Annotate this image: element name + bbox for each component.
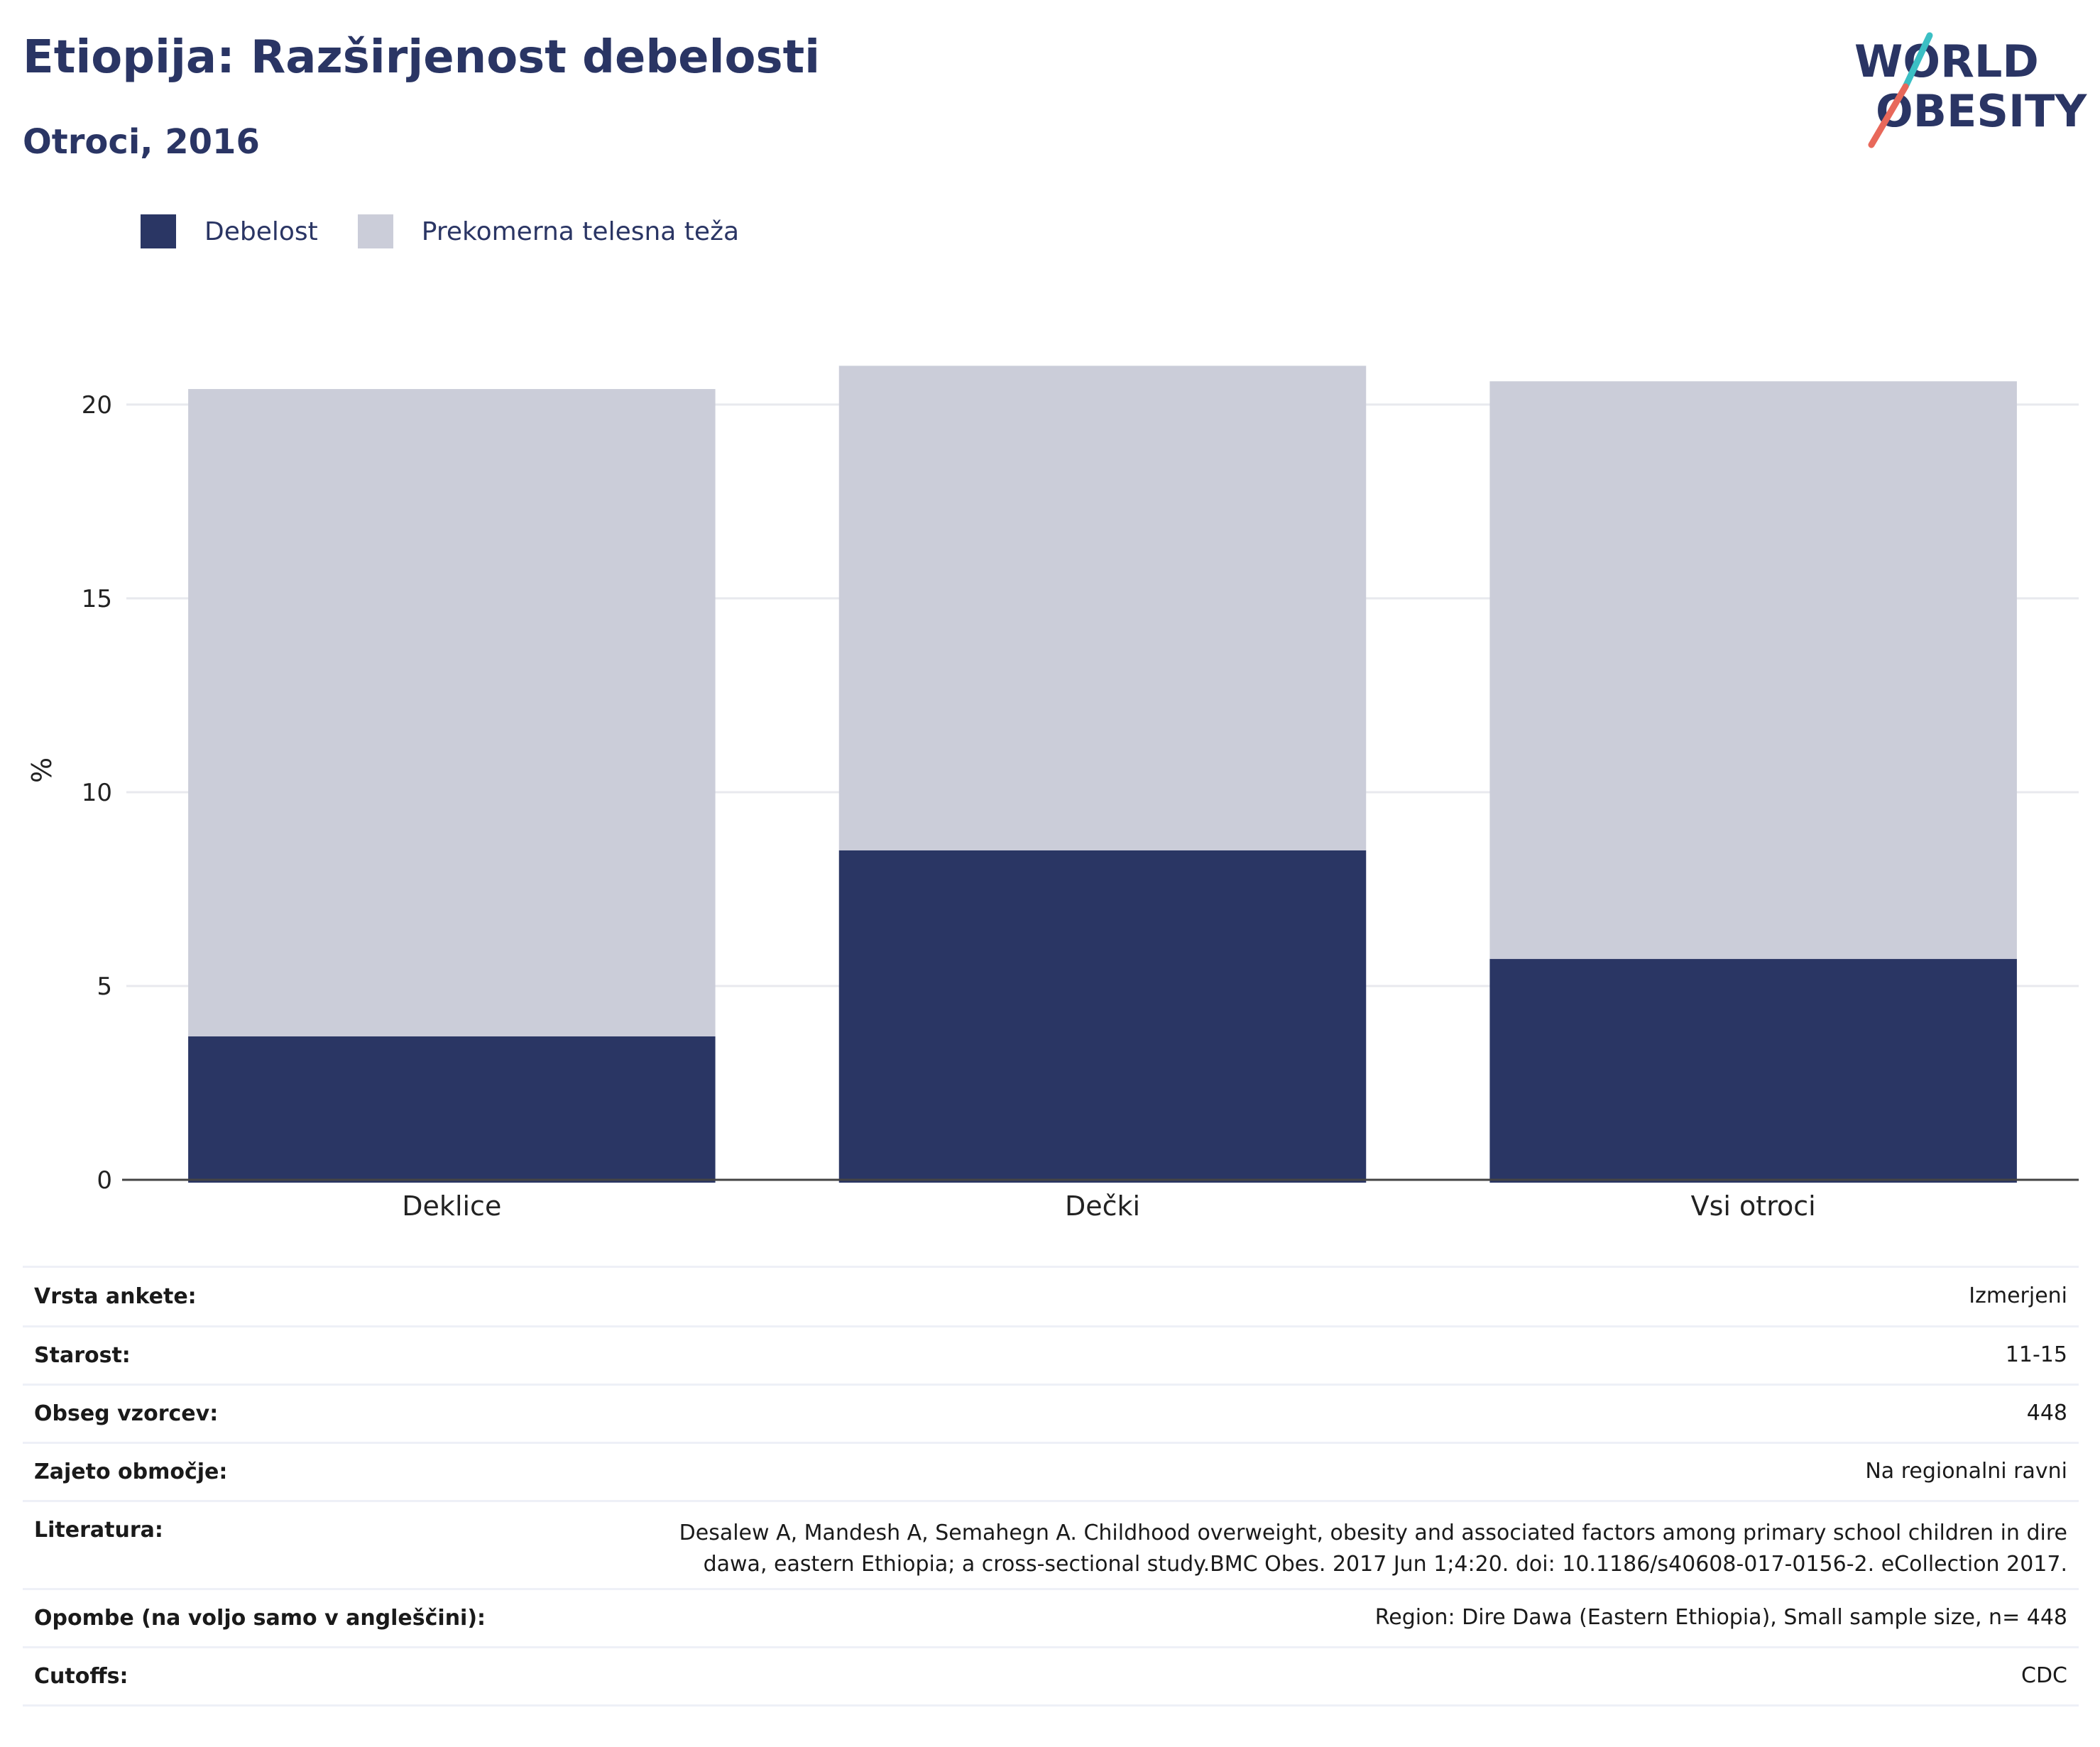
- y-tick-label: 0: [97, 1166, 112, 1195]
- row-value-notes: Region: Dire Dawa (Eastern Ethiopia), Sm…: [540, 1589, 2079, 1648]
- table-row: Cutoffs: CDC: [23, 1647, 2079, 1707]
- legend-swatch-obesity: [141, 214, 176, 248]
- table-row: Zajeto območje: Na regionalni ravni: [23, 1442, 2079, 1502]
- table-row: Obseg vzorcev: 448: [23, 1384, 2079, 1444]
- row-key-coverage: Zajeto območje:: [23, 1442, 540, 1502]
- row-key-age: Starost:: [23, 1326, 540, 1386]
- row-value-reference: Desalew A, Mandesh A, Semahegn A. Childh…: [540, 1501, 2079, 1590]
- legend-swatch-overweight: [357, 214, 393, 248]
- row-value-survey-type: Izmerjeni: [540, 1268, 2079, 1327]
- table-row: Literatura: Desalew A, Mandesh A, Semahe…: [23, 1501, 2079, 1590]
- bar-overweight-1[interactable]: [838, 366, 1367, 850]
- table-row: Vrsta ankete: Izmerjeni: [23, 1268, 2079, 1327]
- logo-slash-top-icon: [1902, 32, 1933, 90]
- reference-line-2: dawa, eastern Ethiopia; a cross-sectiona…: [703, 1551, 2067, 1577]
- table-row: Opombe (na voljo samo v angleščini): Reg…: [23, 1589, 2079, 1648]
- row-key-cutoffs: Cutoffs:: [23, 1647, 540, 1707]
- table-top-divider: [23, 1266, 2079, 1268]
- y-tick-label: 15: [82, 585, 112, 613]
- chart-subtitle: Otroci, 2016: [23, 122, 260, 162]
- row-value-cutoffs: CDC: [540, 1647, 2079, 1707]
- chart-title: Etiopija: Razširjenost debelosti: [23, 31, 821, 84]
- logo-line2: OBESITY: [1876, 85, 2087, 137]
- row-value-age: 11-15: [540, 1326, 2079, 1386]
- x-tick-label: Deklice: [402, 1190, 501, 1222]
- bar-layer: [188, 366, 2017, 1183]
- row-value-sample-size: 448: [540, 1384, 2079, 1444]
- reference-line-1: Desalew A, Mandesh A, Semahegn A. Childh…: [679, 1520, 2067, 1545]
- bar-overweight-2[interactable]: [1489, 381, 2017, 959]
- y-tick-label: 20: [82, 391, 112, 420]
- row-value-coverage: Na regionalni ravni: [540, 1442, 2079, 1502]
- logo-line1: WORLD: [1854, 35, 2039, 87]
- bar-obesity-1[interactable]: [838, 850, 1367, 1183]
- y-tick-label: 10: [82, 779, 112, 807]
- bar-obesity-2[interactable]: [1489, 958, 2017, 1183]
- bar-overweight-0[interactable]: [188, 389, 716, 1036]
- bar-obesity-0[interactable]: [188, 1036, 716, 1183]
- row-key-sample-size: Obseg vzorcev:: [23, 1384, 540, 1444]
- y-axis-label: %: [26, 757, 58, 783]
- legend-label-overweight: Prekomerna telesna teža: [421, 217, 740, 246]
- legend-label-obesity: Debelost: [204, 217, 318, 246]
- world-obesity-logo: WORLD OBESITY: [1854, 32, 2087, 148]
- table-row: Starost: 11-15: [23, 1326, 2079, 1386]
- legend-item-obesity[interactable]: Debelost: [141, 214, 318, 248]
- row-key-survey-type: Vrsta ankete:: [23, 1268, 540, 1327]
- info-table: Vrsta ankete: Izmerjeni Starost: 11-15 O…: [23, 1268, 2079, 1707]
- legend-item-overweight[interactable]: Prekomerna telesna teža: [357, 214, 740, 248]
- row-key-reference: Literatura:: [23, 1501, 540, 1590]
- axis-layer: 0 5 10 15 20 Deklice Dečki Vsi otroci%: [26, 391, 2079, 1222]
- bar-chart: 0 5 10 15 20 Deklice Dečki Vsi otroci%: [26, 366, 2079, 1222]
- y-tick-label: 5: [97, 973, 112, 1001]
- x-tick-label: Dečki: [1065, 1190, 1140, 1222]
- row-key-notes: Opombe (na voljo samo v angleščini):: [23, 1589, 540, 1648]
- logo-slash-bottom-icon: [1868, 83, 1909, 148]
- legend: Debelost Prekomerna telesna teža: [141, 213, 779, 250]
- x-tick-label: Vsi otroci: [1691, 1190, 1816, 1222]
